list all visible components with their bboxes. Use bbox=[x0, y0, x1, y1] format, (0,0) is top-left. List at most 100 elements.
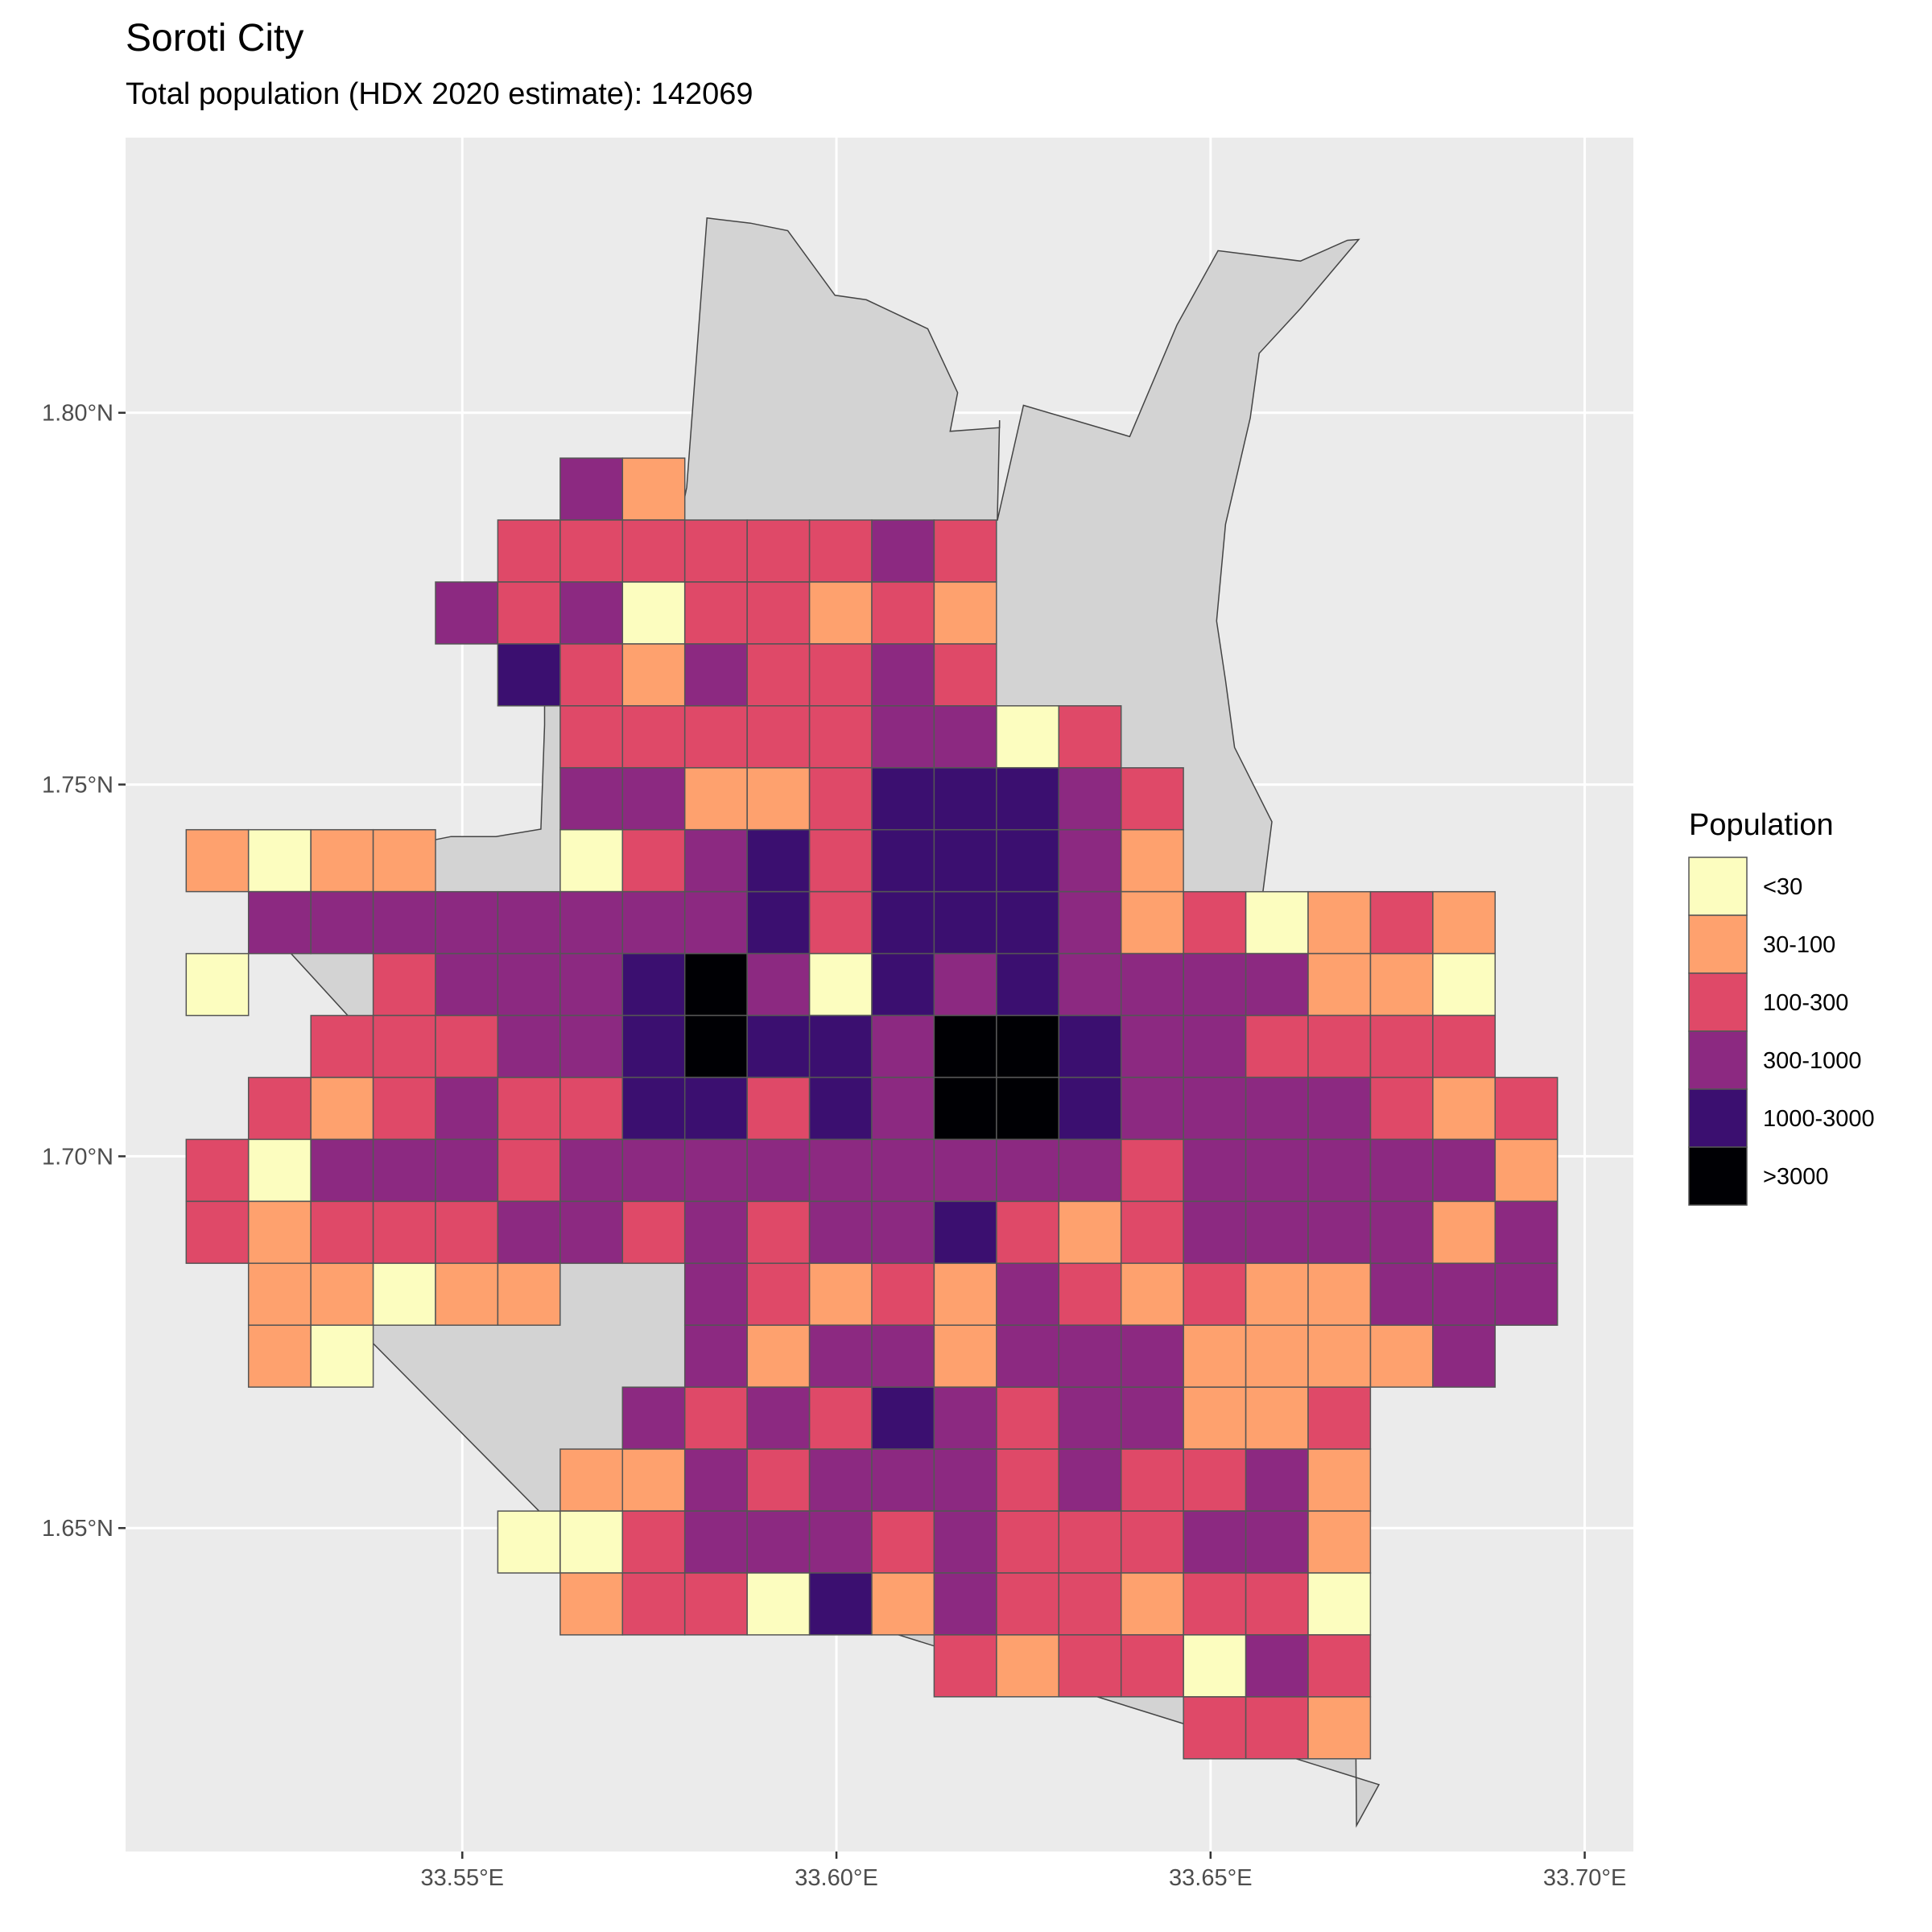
population-cell bbox=[808, 1510, 873, 1574]
legend-label: >3000 bbox=[1763, 1164, 1828, 1190]
population-cell bbox=[1058, 705, 1122, 769]
population-cell bbox=[1183, 1138, 1247, 1203]
population-cell bbox=[372, 1076, 436, 1141]
population-cell bbox=[1120, 1448, 1184, 1512]
population-cell bbox=[1369, 952, 1434, 1017]
population-cell bbox=[435, 1200, 499, 1265]
population-cell bbox=[933, 828, 997, 893]
population-cell bbox=[1245, 1014, 1309, 1079]
population-cell bbox=[621, 705, 686, 769]
population-cell bbox=[808, 519, 873, 583]
population-cell bbox=[808, 828, 873, 893]
population-cell bbox=[1058, 767, 1122, 831]
population-cell bbox=[1369, 1076, 1434, 1141]
population-cell bbox=[683, 1448, 748, 1512]
population-cell bbox=[435, 890, 499, 955]
population-cell bbox=[1245, 1634, 1309, 1698]
population-cell bbox=[1120, 1076, 1184, 1141]
population-cell bbox=[1307, 1014, 1372, 1079]
population-cell bbox=[1183, 952, 1247, 1017]
population-cell bbox=[1245, 1138, 1309, 1203]
population-cell bbox=[1432, 1076, 1496, 1141]
population-cell bbox=[871, 1448, 935, 1512]
legend-swatch bbox=[1688, 972, 1748, 1032]
population-cell bbox=[996, 1572, 1060, 1636]
population-cell bbox=[1307, 1200, 1372, 1265]
population-cell bbox=[1307, 1324, 1372, 1388]
population-cell bbox=[310, 1076, 374, 1141]
population-cell bbox=[871, 828, 935, 893]
population-cell bbox=[1494, 1138, 1558, 1203]
population-cell bbox=[559, 643, 624, 707]
population-cell bbox=[185, 828, 250, 893]
population-cell bbox=[1245, 890, 1309, 955]
map-title: Soroti City bbox=[126, 17, 304, 60]
population-cell bbox=[621, 1076, 686, 1141]
population-cell bbox=[871, 581, 935, 645]
population-cell bbox=[1058, 1076, 1122, 1141]
population-cell bbox=[559, 581, 624, 645]
population-cell bbox=[933, 581, 997, 645]
population-cell bbox=[683, 1200, 748, 1265]
population-cell bbox=[621, 643, 686, 707]
population-cell bbox=[933, 1324, 997, 1388]
population-cell bbox=[996, 1448, 1060, 1512]
population-cell bbox=[1120, 1572, 1184, 1636]
legend-swatch bbox=[1688, 857, 1748, 916]
population-cell bbox=[372, 890, 436, 955]
population-cell bbox=[247, 1076, 312, 1141]
population-cell bbox=[746, 1076, 811, 1141]
population-cell bbox=[1494, 1262, 1558, 1326]
population-cell bbox=[1245, 952, 1309, 1017]
population-cell bbox=[1183, 1324, 1247, 1388]
population-cell bbox=[933, 1138, 997, 1203]
x-tick-label: 33.60°E bbox=[795, 1865, 878, 1891]
population-cell bbox=[497, 519, 561, 583]
population-cell bbox=[683, 1076, 748, 1141]
population-cell bbox=[746, 767, 811, 831]
population-cell bbox=[1183, 1510, 1247, 1574]
population-cell bbox=[871, 1262, 935, 1326]
population-cell bbox=[559, 1200, 624, 1265]
population-cell bbox=[1369, 1138, 1434, 1203]
population-cell bbox=[996, 1014, 1060, 1079]
population-cell bbox=[497, 1014, 561, 1079]
population-cell bbox=[497, 581, 561, 645]
population-cell bbox=[1307, 1262, 1372, 1326]
population-cell bbox=[621, 1448, 686, 1512]
population-cell bbox=[683, 828, 748, 893]
population-cell bbox=[621, 1138, 686, 1203]
population-cell bbox=[871, 1138, 935, 1203]
population-cell bbox=[1245, 1262, 1309, 1326]
population-cell bbox=[933, 1510, 997, 1574]
population-cell bbox=[372, 1138, 436, 1203]
population-cell bbox=[808, 1200, 873, 1265]
population-cell bbox=[996, 1386, 1060, 1450]
population-cell bbox=[621, 767, 686, 831]
population-cell bbox=[871, 643, 935, 707]
population-cell bbox=[1183, 1634, 1247, 1698]
population-cell bbox=[1120, 1324, 1184, 1388]
population-cell bbox=[372, 1014, 436, 1079]
population-cell bbox=[808, 1262, 873, 1326]
map-subtitle: Total population (HDX 2020 estimate): 14… bbox=[126, 77, 753, 111]
population-cell bbox=[683, 1324, 748, 1388]
population-cell bbox=[808, 767, 873, 831]
population-cell bbox=[559, 1076, 624, 1141]
population-cell bbox=[559, 1138, 624, 1203]
population-cell bbox=[1183, 890, 1247, 955]
population-cell bbox=[746, 890, 811, 955]
population-cell bbox=[933, 643, 997, 707]
population-cell bbox=[933, 1076, 997, 1141]
population-cell bbox=[808, 1138, 873, 1203]
population-cell bbox=[933, 1014, 997, 1079]
population-cell bbox=[621, 952, 686, 1017]
population-cell bbox=[497, 1138, 561, 1203]
population-cell bbox=[933, 519, 997, 583]
population-cell bbox=[933, 767, 997, 831]
population-cell bbox=[1120, 828, 1184, 893]
population-cell bbox=[621, 1386, 686, 1450]
population-cell bbox=[310, 1200, 374, 1265]
population-cell bbox=[310, 828, 374, 893]
population-cell bbox=[247, 1324, 312, 1388]
